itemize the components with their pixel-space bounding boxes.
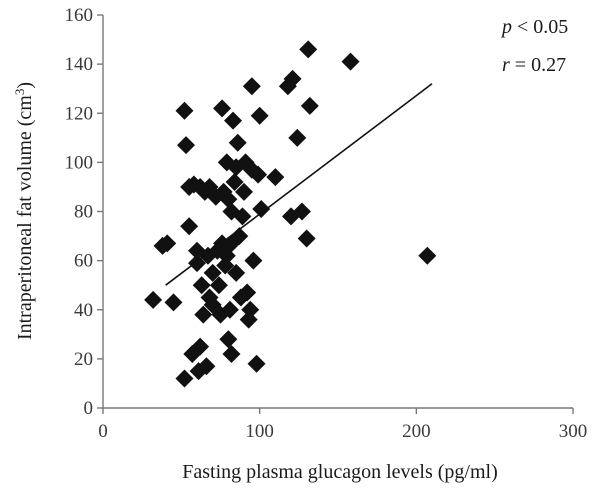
- data-point: [341, 52, 360, 71]
- data-point: [228, 133, 247, 152]
- y-tick-label: 60: [74, 251, 93, 272]
- y-tick-label: 20: [74, 349, 93, 370]
- data-point: [175, 101, 194, 120]
- data-point: [222, 344, 241, 363]
- y-axis-title: Intraperitoneal fat volume (cm3): [12, 82, 37, 340]
- axes: [97, 14, 574, 414]
- data-point: [418, 246, 437, 265]
- data-point: [292, 202, 311, 221]
- data-point: [247, 354, 266, 373]
- p-value-annotation: p < 0.05: [500, 16, 568, 38]
- data-point: [225, 173, 244, 192]
- data-point: [158, 234, 177, 253]
- y-tick-label: 140: [65, 54, 94, 75]
- y-tick-label: 120: [65, 103, 94, 124]
- data-point: [297, 229, 316, 248]
- data-point: [224, 111, 243, 130]
- data-point: [209, 276, 228, 295]
- x-tick-label: 200: [402, 421, 431, 442]
- data-point: [144, 290, 163, 309]
- data-point: [220, 300, 239, 319]
- data-point: [242, 77, 261, 96]
- data-point: [244, 251, 263, 270]
- data-point: [227, 263, 246, 282]
- data-point: [239, 310, 258, 329]
- data-point: [233, 207, 252, 226]
- data-point: [241, 300, 260, 319]
- data-point: [188, 254, 206, 273]
- data-point: [235, 182, 253, 201]
- x-tick-label: 300: [559, 421, 588, 442]
- data-points: [144, 40, 437, 388]
- data-point: [177, 136, 196, 155]
- y-tick-label: 160: [65, 5, 94, 26]
- r-value-annotation: r = 0.27: [502, 54, 566, 76]
- data-point: [242, 160, 261, 179]
- data-point: [238, 283, 257, 302]
- data-point: [197, 357, 216, 376]
- data-point: [288, 128, 307, 147]
- tick-labels: 0 20 40 60 80 100 120 140 160 0 100 200 300: [65, 5, 588, 442]
- data-point: [191, 337, 210, 356]
- data-point: [283, 69, 302, 88]
- data-point: [266, 168, 285, 187]
- y-tick-label: 0: [84, 398, 94, 419]
- y-tick-label: 80: [74, 202, 93, 223]
- x-tick-label: 0: [98, 421, 108, 442]
- data-point: [180, 217, 199, 236]
- y-tick-label: 100: [65, 152, 94, 173]
- data-point: [194, 305, 213, 324]
- data-point: [250, 106, 269, 125]
- data-point: [203, 263, 222, 282]
- data-point: [213, 99, 232, 118]
- x-axis-title: Fasting plasma glucagon levels (pg/ml): [182, 461, 498, 483]
- trend-line: [165, 83, 433, 286]
- data-point: [252, 200, 271, 219]
- data-point: [192, 276, 211, 295]
- x-tick-label: 100: [245, 421, 274, 442]
- data-point: [164, 293, 183, 312]
- data-point: [230, 227, 249, 246]
- data-point: [299, 40, 318, 59]
- data-point: [300, 96, 319, 115]
- y-tick-label: 40: [74, 300, 93, 321]
- data-point: [175, 369, 194, 388]
- data-point: [219, 190, 238, 209]
- data-point: [219, 330, 238, 349]
- data-point: [249, 165, 268, 184]
